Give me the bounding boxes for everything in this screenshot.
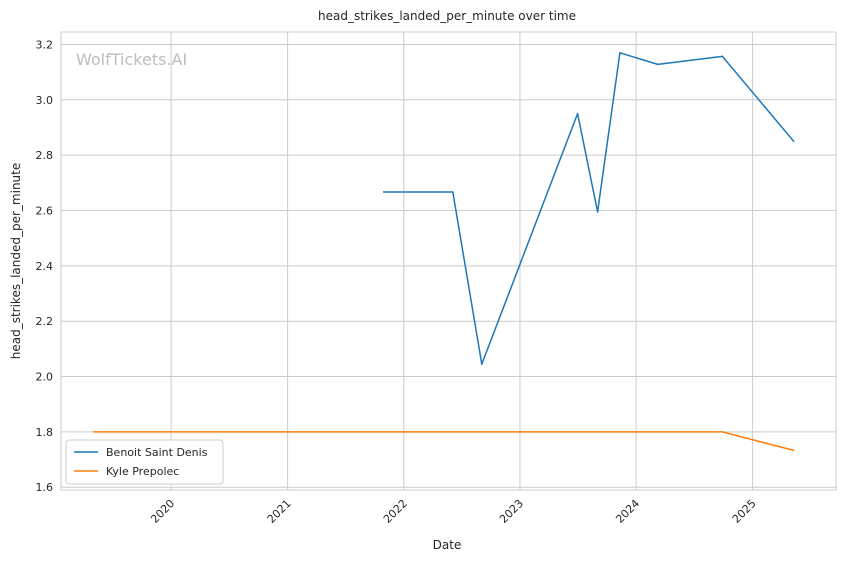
- data-point: [792, 449, 795, 452]
- data-point: [596, 211, 599, 213]
- data-point: [93, 431, 95, 433]
- y-tick-label: 3.2: [36, 38, 54, 51]
- data-point: [382, 191, 385, 193]
- chart-title: head_strikes_landed_per_minute over time: [318, 9, 576, 23]
- legend-box: [65, 439, 224, 485]
- series-group: [93, 51, 795, 452]
- data-point: [480, 363, 483, 365]
- legend: Benoit Saint Denis Kyle Prepolec: [65, 439, 224, 485]
- y-tick-label: 1.8: [36, 426, 54, 439]
- x-axis-label: Date: [433, 538, 462, 552]
- legend-label-kyle: Kyle Prepolec: [106, 465, 179, 478]
- data-point: [792, 140, 795, 143]
- data-point: [451, 191, 454, 193]
- y-axis-label: head_strikes_landed_per_minute: [9, 163, 23, 360]
- y-tick-label: 2.6: [36, 204, 54, 217]
- y-tick-label: 2.2: [36, 315, 54, 328]
- y-tick-label: 2.8: [36, 149, 54, 162]
- y-tick-label: 2.4: [36, 260, 54, 273]
- data-point: [619, 51, 621, 54]
- y-tick-label: 2.0: [36, 371, 54, 384]
- y-tick-label: 3.0: [36, 94, 54, 107]
- y-tick-label: 1.6: [36, 481, 54, 494]
- data-point: [721, 431, 724, 433]
- data-point: [721, 55, 724, 58]
- data-point: [656, 63, 659, 66]
- watermark-text: WolfTickets.AI: [76, 50, 187, 69]
- plot-area-frame: [60, 31, 837, 491]
- data-point: [576, 112, 579, 115]
- legend-label-benoit: Benoit Saint Denis: [106, 446, 208, 459]
